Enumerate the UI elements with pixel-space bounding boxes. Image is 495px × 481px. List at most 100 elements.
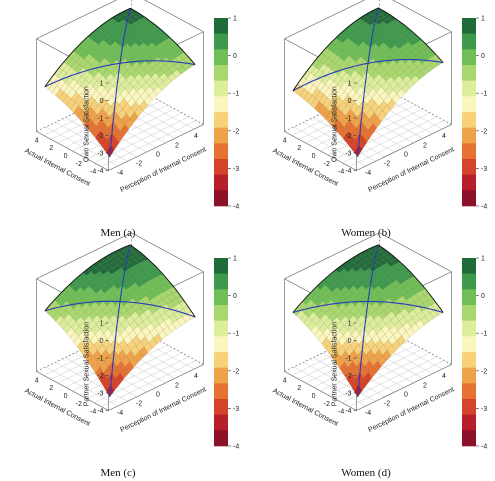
x-tick-label: 4 bbox=[194, 373, 198, 380]
z-tick-label: -3 bbox=[345, 151, 351, 158]
colorbar-swatch bbox=[462, 80, 476, 97]
colorbar-swatch bbox=[214, 190, 228, 207]
colorbar-swatch bbox=[462, 305, 476, 321]
x-tick-label: 0 bbox=[404, 152, 408, 159]
x-tick-label: 2 bbox=[423, 382, 427, 389]
y-tick-label: 0 bbox=[64, 153, 68, 160]
colorbar-swatch bbox=[462, 49, 476, 66]
z-tick-label: -3 bbox=[345, 391, 351, 398]
y-tick-label: -4 bbox=[338, 409, 344, 416]
colorbar-tick-label: -2 bbox=[481, 128, 487, 135]
y-tick-label: -2 bbox=[76, 161, 82, 168]
colorbar: 1 0 -1 -2 -3 -4 bbox=[462, 16, 487, 211]
z-tick-label: -4 bbox=[345, 408, 351, 415]
box-edge bbox=[131, 232, 204, 273]
panel-caption: Men (c) bbox=[100, 467, 135, 479]
colorbar-swatch bbox=[214, 49, 228, 66]
colorbar-tick-label: -1 bbox=[233, 91, 239, 98]
colorbar-tick-label: -2 bbox=[233, 368, 239, 375]
x-tick-label: 4 bbox=[442, 373, 446, 380]
colorbar-tick-label: -1 bbox=[481, 91, 487, 98]
colorbar: 1 0 -1 -2 -3 -4 bbox=[462, 256, 487, 451]
x-axis-title: Perception of Internal Consent bbox=[367, 386, 455, 434]
colorbar-tick-label: 0 bbox=[233, 53, 237, 60]
z-tick-label: -2 bbox=[345, 133, 351, 140]
colorbar-swatch bbox=[214, 18, 228, 34]
colorbar-tick-label: -3 bbox=[481, 406, 487, 413]
x-tick-label: -4 bbox=[117, 170, 123, 177]
line-of-incongruence bbox=[44, 300, 196, 318]
colorbar-tick-label: 1 bbox=[481, 256, 485, 263]
box-edge bbox=[36, 232, 132, 280]
z-axis-title: Own Sexual Satisfaction bbox=[84, 86, 91, 162]
line-of-incongruence bbox=[292, 300, 444, 314]
box-edge bbox=[392, 0, 452, 33]
y-tick-label: 4 bbox=[283, 377, 287, 384]
z-tick-label: -4 bbox=[97, 408, 103, 415]
colorbar-swatch bbox=[462, 414, 476, 431]
surface-panel-3: -4 -3 -2 -1 0 1 -4 -2 0 2 4 -4 -2 0 2 4 Partner Sexual S… bbox=[23, 232, 239, 479]
z-tick-label: -4 bbox=[97, 168, 103, 175]
panel-caption: Women (b) bbox=[341, 227, 391, 239]
colorbar-swatch bbox=[214, 383, 228, 400]
z-tick-label: 0 bbox=[348, 98, 352, 105]
y-tick-label: 4 bbox=[35, 137, 39, 144]
box-edge bbox=[284, 0, 366, 40]
y-tick-label: 0 bbox=[64, 393, 68, 400]
x-tick-label: 0 bbox=[156, 392, 160, 399]
x-tick-label: -2 bbox=[136, 161, 142, 168]
y-tick-label: -2 bbox=[324, 401, 330, 408]
z-tick-label: -2 bbox=[345, 373, 351, 380]
colorbar-swatch bbox=[462, 159, 476, 175]
colorbar-swatch bbox=[214, 143, 228, 160]
z-tick-label: 1 bbox=[348, 81, 352, 88]
colorbar-tick-label: -2 bbox=[233, 128, 239, 135]
panel-caption: Men (a) bbox=[100, 227, 135, 239]
colorbar-tick-label: 0 bbox=[481, 53, 485, 60]
z-tick-label: -1 bbox=[97, 356, 103, 363]
z-tick-label: 1 bbox=[100, 321, 104, 328]
colorbar-swatch bbox=[462, 18, 476, 34]
colorbar-swatch bbox=[214, 174, 228, 191]
colorbar-swatch bbox=[462, 112, 476, 128]
surface-rim-line bbox=[130, 7, 196, 65]
y-tick-label: 4 bbox=[35, 377, 39, 384]
x-tick-label: 2 bbox=[175, 142, 179, 149]
colorbar-swatch bbox=[214, 367, 228, 384]
colorbar-tick-label: -4 bbox=[233, 204, 239, 211]
y-tick-label: 0 bbox=[312, 153, 316, 160]
surface-rim-line bbox=[130, 244, 196, 318]
panel-caption: Women (d) bbox=[341, 467, 391, 479]
x-tick-label: 0 bbox=[156, 152, 160, 159]
y-tick-label: 4 bbox=[283, 137, 287, 144]
z-tick-label: -4 bbox=[345, 168, 351, 175]
x-tick-label: 2 bbox=[423, 142, 427, 149]
colorbar-tick-label: -1 bbox=[233, 331, 239, 338]
y-tick-label: 0 bbox=[312, 393, 316, 400]
colorbar-swatch bbox=[462, 320, 476, 337]
box-edge bbox=[379, 232, 452, 273]
z-tick-label: 0 bbox=[348, 338, 352, 345]
colorbar-tick-label: -4 bbox=[233, 444, 239, 451]
y-tick-label: 2 bbox=[49, 145, 53, 152]
colorbar-swatch bbox=[214, 65, 228, 81]
surface-rim-line bbox=[378, 7, 444, 63]
colorbar-swatch bbox=[462, 174, 476, 191]
z-tick-label: -3 bbox=[97, 391, 103, 398]
z-tick-label: -2 bbox=[97, 133, 103, 140]
y-tick-label: 2 bbox=[297, 145, 301, 152]
colorbar-swatch bbox=[214, 127, 228, 144]
colorbar-swatch bbox=[462, 352, 476, 368]
colorbar-swatch bbox=[214, 273, 228, 290]
response-surface bbox=[292, 7, 444, 158]
colorbar-swatch bbox=[214, 336, 228, 353]
colorbar-tick-label: 0 bbox=[233, 293, 237, 300]
colorbar-swatch bbox=[462, 289, 476, 306]
x-tick-label: 2 bbox=[175, 382, 179, 389]
colorbar-swatch bbox=[214, 159, 228, 175]
colorbar-swatch bbox=[214, 305, 228, 321]
colorbar-swatch bbox=[462, 143, 476, 160]
colorbar-swatch bbox=[462, 96, 476, 113]
x-tick-label: -2 bbox=[136, 401, 142, 408]
colorbar-swatch bbox=[214, 399, 228, 415]
